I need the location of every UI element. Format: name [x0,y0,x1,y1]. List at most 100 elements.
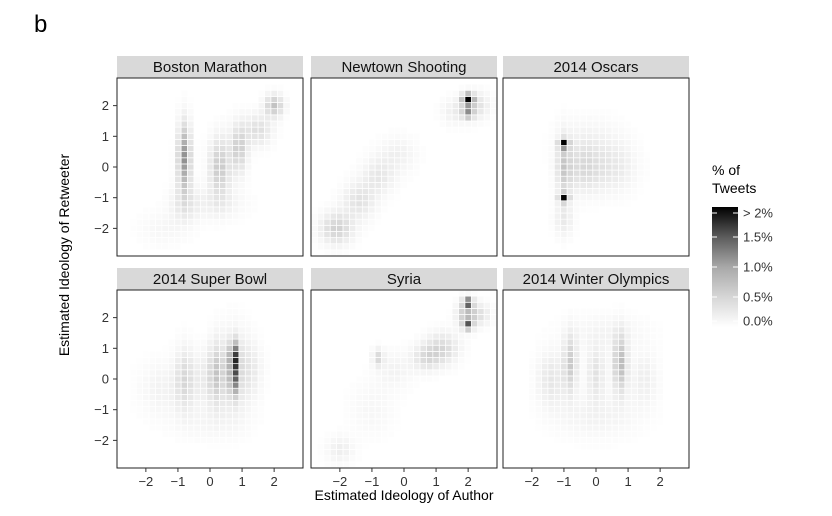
heatmap-cell [336,194,344,202]
heatmap-cell [251,363,259,371]
heatmap-cell [553,224,562,232]
heatmap-cell [656,363,664,371]
heatmap-cell [387,145,395,153]
heatmap-cell [342,194,350,202]
heatmap-cell [592,114,600,122]
heatmap-cell [643,375,651,383]
heatmap-cell [419,375,427,383]
heatmap-cell [180,96,188,103]
heatmap-cell [560,338,568,346]
heatmap-cell [238,412,246,420]
heatmap-cell [553,412,562,420]
heatmap-cell [438,351,447,358]
heatmap-cell [458,289,466,297]
heatmap-cell [355,424,363,432]
heatmap-cell [342,224,350,232]
heatmap-cell [470,308,479,315]
heatmap-cell [187,200,195,208]
heatmap-cell [573,224,581,232]
heatmap-cell [212,443,220,450]
heatmap-cell [148,393,156,401]
heatmap-cell [650,332,658,340]
panels-group: Boston Marathon Newtown Shooting 2014 Osca… [116,56,690,469]
heatmap-cell [232,194,240,202]
heatmap-cell [470,301,479,309]
heatmap-cell [534,369,542,377]
heatmap-cell [212,200,220,208]
heatmap-cell [219,145,227,153]
heatmap-cell [167,418,176,426]
heatmap-cell [650,338,658,346]
heatmap-cell [148,400,156,407]
heatmap-cell [611,145,619,153]
heatmap-cell [368,145,376,153]
heatmap-cell [212,387,220,395]
heatmap-cell [148,206,156,214]
heatmap-cell [142,369,150,377]
heatmap-cell [598,436,606,444]
heatmap-cell [445,108,453,116]
heatmap-cell [212,381,220,389]
heatmap-cell [174,188,182,195]
heatmap-cell [445,114,453,122]
heatmap-cell [394,169,402,177]
heatmap-cell [180,212,188,220]
heatmap-cell [238,181,246,189]
heatmap-cell [355,449,363,457]
heatmap-cell [573,381,581,389]
heatmap-cell [187,108,195,116]
heatmap-cell [534,406,542,414]
heatmap-cell [490,301,498,309]
heatmap-cell [637,381,645,389]
heatmap-cell [451,369,459,377]
heatmap-cell [534,393,542,401]
heatmap-cell [225,338,233,346]
heatmap-cell [264,369,272,377]
heatmap-cell [349,218,357,226]
heatmap-cell [225,443,233,450]
heatmap-cell [336,231,344,238]
heatmap-cell [413,139,421,146]
heatmap-cell [547,231,555,238]
heatmap-cell [566,108,574,116]
heatmap-cell [381,387,389,395]
heatmap-cell [238,169,246,177]
heatmap-cell [477,83,485,91]
heatmap-cell [174,206,182,214]
heatmap-cell [643,393,651,401]
heatmap-cell [432,102,440,110]
heatmap-cell [355,175,363,183]
heatmap-cell [547,126,555,134]
heatmap-cell [317,455,325,463]
heatmap-cell [387,132,395,140]
heatmap-cell [155,212,163,220]
heatmap-cell [251,108,259,116]
heatmap-cell [142,224,150,232]
heatmap-cell [624,120,632,128]
heatmap-cell [187,175,195,183]
heatmap-cell [553,320,562,328]
heatmap-cell [232,332,240,340]
heatmap-cell [573,369,581,377]
heatmap-cell [161,206,169,214]
heatmap-cell [477,89,485,97]
heatmap-cell [528,375,536,383]
heatmap-cell [573,163,581,171]
heatmap-cell [167,424,176,432]
heatmap-cell [630,424,639,432]
heatmap-cell [161,381,169,389]
heatmap-cell [251,357,259,365]
heatmap-cell [650,351,658,358]
heatmap-cell [470,96,479,103]
heatmap-cell [394,412,402,420]
heatmap-cell [374,194,382,202]
heatmap-cell [206,224,214,232]
heatmap-cell [219,200,227,208]
heatmap-cell [368,157,376,165]
heatmap-cell [361,363,370,371]
heatmap-cell [368,344,376,352]
heatmap-cell [458,108,466,116]
heatmap-cell [142,400,150,407]
heatmap-cell [458,96,466,103]
heatmap-cell [187,387,195,395]
